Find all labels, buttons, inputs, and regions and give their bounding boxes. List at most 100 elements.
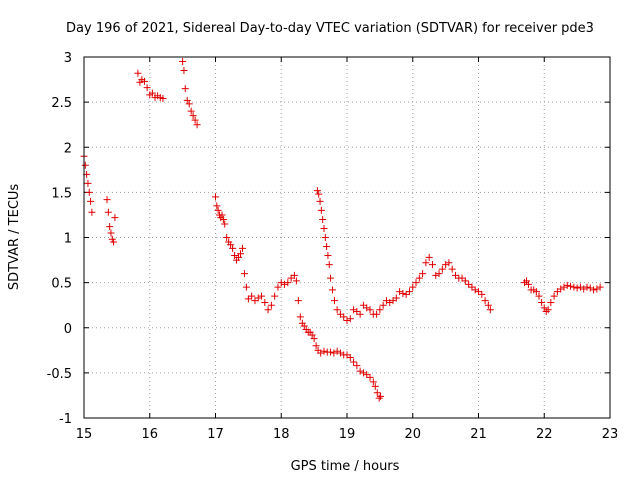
data-point — [193, 121, 201, 129]
y-tick-label: 2 — [64, 141, 72, 156]
data-point — [586, 284, 594, 292]
data-point — [442, 261, 450, 269]
data-point — [336, 349, 344, 357]
data-point — [236, 250, 244, 258]
data-point — [573, 284, 581, 292]
data-point — [319, 215, 327, 223]
data-point — [346, 354, 354, 362]
data-point — [350, 306, 358, 314]
data-point — [350, 358, 358, 366]
data-point — [294, 297, 302, 305]
data-point — [327, 274, 335, 282]
data-point — [359, 369, 367, 377]
data-point — [281, 280, 289, 288]
data-point — [544, 306, 552, 314]
data-point — [248, 292, 256, 300]
y-tick-label: 2.5 — [51, 96, 72, 111]
data-point — [560, 283, 568, 291]
data-point — [486, 306, 494, 314]
data-point — [240, 270, 248, 278]
data-point — [254, 294, 262, 302]
data-point — [415, 274, 423, 282]
data-point — [104, 208, 112, 216]
data-point — [227, 241, 235, 249]
data-point — [343, 317, 351, 325]
data-point — [88, 208, 96, 216]
data-point — [81, 161, 89, 169]
data-point — [438, 265, 446, 273]
data-point — [448, 265, 456, 273]
data-point — [478, 290, 486, 298]
data-point — [377, 392, 385, 400]
data-point — [540, 304, 548, 312]
data-point — [425, 253, 433, 261]
series-seg4 — [179, 58, 201, 129]
data-point — [187, 107, 195, 115]
data-point — [522, 277, 530, 285]
data-point — [134, 69, 142, 77]
y-tick-label: 1 — [64, 232, 72, 247]
data-point — [392, 294, 400, 302]
data-point — [376, 306, 384, 314]
data-point — [87, 197, 95, 205]
series-seg6 — [313, 187, 494, 325]
data-point — [180, 67, 188, 75]
data-point — [317, 349, 325, 357]
data-point — [143, 84, 151, 92]
data-point — [399, 289, 407, 297]
data-point — [296, 313, 304, 321]
data-point — [366, 306, 374, 314]
data-point — [219, 215, 227, 223]
y-tick-label: -1 — [59, 412, 72, 427]
data-point — [550, 292, 558, 300]
x-tick-label: 23 — [602, 427, 619, 442]
data-point — [316, 197, 324, 205]
plot-frame — [83, 56, 611, 419]
data-point — [535, 292, 543, 300]
x-tick-label: 15 — [76, 427, 93, 442]
data-point — [106, 223, 114, 231]
data-point — [327, 348, 335, 356]
data-point — [371, 382, 379, 390]
data-point — [300, 322, 308, 330]
data-point — [484, 301, 492, 309]
data-point — [103, 196, 111, 204]
data-point — [382, 297, 390, 305]
data-point — [432, 271, 440, 279]
x-tick-label: 22 — [536, 427, 553, 442]
data-point — [412, 279, 420, 287]
data-point — [396, 288, 404, 296]
data-point — [325, 261, 333, 269]
data-point — [242, 283, 250, 291]
data-point — [356, 367, 364, 375]
data-point — [583, 283, 591, 291]
data-point — [320, 347, 328, 355]
grid — [84, 57, 610, 418]
data-point — [547, 298, 555, 306]
data-point — [386, 298, 394, 306]
data-point — [340, 313, 348, 321]
x-tick-label: 20 — [404, 427, 421, 442]
series-seg2 — [103, 196, 119, 246]
data-point — [308, 331, 316, 339]
data-point — [185, 100, 193, 108]
x-tick-label: 21 — [470, 427, 487, 442]
data-point — [445, 259, 453, 267]
data-point — [320, 224, 328, 232]
data-point — [567, 282, 575, 290]
data-point — [181, 85, 189, 93]
data-point — [590, 286, 598, 294]
x-tick-label: 18 — [273, 427, 290, 442]
data-points — [80, 58, 604, 402]
data-point — [570, 283, 578, 291]
data-point — [333, 347, 341, 355]
data-point — [321, 234, 329, 241]
data-point — [346, 315, 354, 323]
data-point — [267, 301, 275, 309]
data-point — [183, 96, 191, 104]
data-point — [229, 244, 237, 252]
data-point — [330, 349, 338, 357]
data-point — [369, 378, 377, 386]
y-axis-label: SDTVAR / TECUs — [7, 184, 22, 291]
data-point — [596, 283, 604, 291]
